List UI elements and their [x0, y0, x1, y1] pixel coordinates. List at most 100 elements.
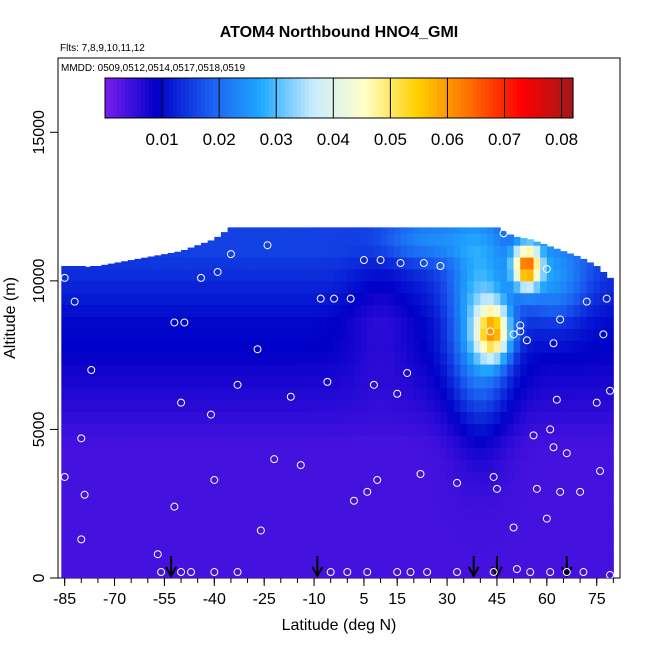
heatmap-cell: [147, 257, 155, 270]
heatmap-cell: [440, 364, 448, 377]
heatmap-cell: [254, 387, 262, 401]
heatmap-cell: [373, 566, 382, 578]
heatmap-cell: [553, 554, 561, 567]
heatmap-cell: [460, 375, 468, 389]
heatmap-cell: [314, 411, 322, 424]
heatmap-cell: [274, 316, 282, 329]
heatmap-cell: [274, 530, 282, 543]
heatmap-cell: [207, 240, 215, 246]
heatmap-cell: [400, 245, 408, 258]
sample-point: [549, 443, 558, 452]
heatmap-cell: [380, 566, 388, 578]
heatmap-cell: [453, 494, 461, 508]
heatmap-cell: [147, 375, 155, 389]
heatmap-cell: [413, 340, 421, 353]
heatmap-cell: [486, 459, 495, 472]
heatmap-cell: [147, 316, 155, 329]
heatmap-cell: [413, 328, 421, 341]
colorbar-segment: [145, 78, 150, 118]
heatmap-cell: [533, 292, 541, 306]
heatmap-cell: [513, 236, 521, 246]
heatmap-cell: [560, 340, 568, 353]
heatmap-cell: [74, 280, 82, 294]
heatmap-cell: [107, 352, 116, 365]
heatmap-cell: [121, 364, 129, 377]
heatmap-cell: [220, 423, 229, 436]
colorbar-segment: [197, 78, 202, 118]
heatmap-cell: [67, 399, 76, 413]
heatmap-cell: [181, 411, 189, 424]
heatmap-cell: [520, 238, 528, 246]
x-tick-label: 30: [438, 591, 456, 608]
heatmap-cell: [307, 554, 315, 567]
heatmap-cell: [486, 292, 495, 306]
heatmap-cell: [87, 316, 96, 329]
heatmap-cell: [294, 482, 302, 496]
heatmap-cell: [207, 530, 215, 543]
heatmap-cell: [520, 257, 528, 270]
heatmap-cell: [307, 292, 315, 306]
sample-point: [416, 470, 425, 478]
heatmap-cell: [161, 340, 169, 353]
heatmap-cell: [460, 352, 468, 365]
heatmap-cell: [187, 280, 195, 294]
heatmap-cell: [533, 280, 541, 294]
colorbar: 0.01 0.02 0.03 0.04 0.05 0.06 0.07 0.08: [104, 77, 578, 149]
heatmap-cell: [127, 423, 135, 436]
colorbar-tick-label: 0.08: [545, 130, 578, 149]
heatmap-cell: [287, 447, 295, 460]
heatmap-cell: [413, 375, 421, 389]
heatmap-cell: [340, 542, 348, 555]
colorbar-segment: [125, 78, 130, 118]
heatmap-cell: [586, 494, 594, 508]
heatmap-cell: [493, 245, 501, 258]
heatmap-cell: [127, 435, 135, 448]
heatmap-cell: [500, 230, 508, 234]
heatmap-cell: [67, 530, 76, 543]
sample-point: [396, 259, 405, 268]
heatmap-cell: [207, 364, 215, 377]
heatmap-cell: [573, 399, 581, 413]
heatmap-cell: [154, 399, 162, 413]
heatmap-cell: [320, 328, 328, 341]
heatmap-cell: [101, 554, 109, 567]
heatmap-cell: [227, 554, 235, 567]
heatmap-cell: [367, 257, 375, 270]
sample-point: [346, 294, 355, 303]
heatmap-cell: [493, 227, 501, 234]
heatmap-cell: [347, 292, 355, 306]
heatmap-cell: [220, 518, 229, 531]
heatmap-cell: [174, 423, 182, 436]
heatmap-cell: [121, 554, 129, 567]
heatmap-cell: [586, 482, 594, 496]
heatmap-cell: [327, 233, 335, 246]
heatmap-cell: [486, 304, 495, 318]
heatmap-cell: [420, 304, 428, 318]
heatmap-cell: [200, 242, 209, 246]
heatmap-cell: [400, 304, 408, 318]
heatmap-cell: [427, 375, 435, 389]
heatmap-cell: [274, 352, 282, 365]
heatmap-cell: [87, 268, 96, 282]
heatmap-cell: [553, 435, 561, 448]
heatmap-cell: [353, 459, 362, 472]
colorbar-segment: [141, 78, 146, 118]
sample-point: [187, 568, 196, 577]
heatmap-cell: [114, 447, 122, 460]
heatmap-cell: [453, 352, 461, 365]
heatmap-cell: [413, 554, 421, 567]
heatmap-cell: [74, 375, 82, 389]
heatmap-cell: [506, 292, 515, 306]
heatmap-cell: [413, 257, 421, 270]
heatmap-cell: [533, 494, 541, 508]
heatmap-cell: [161, 542, 169, 555]
x-axis-label: Latitude (deg N): [282, 617, 397, 634]
heatmap-cell: [307, 411, 315, 424]
heatmap-cell: [506, 375, 515, 389]
heatmap-cell: [147, 280, 155, 294]
heatmap-cell: [207, 506, 215, 520]
heatmap-cell: [234, 423, 242, 436]
heatmap-cell: [187, 435, 195, 448]
heatmap-cell: [520, 554, 528, 567]
heatmap-cell: [314, 542, 322, 555]
